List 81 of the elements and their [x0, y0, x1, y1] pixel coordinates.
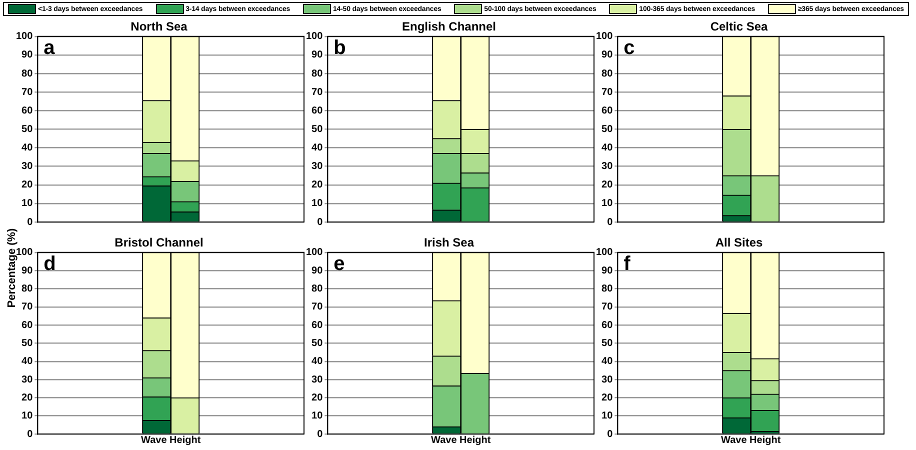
chart-title: Bristol Channel	[114, 236, 204, 250]
y-tick-label: 40	[312, 356, 324, 368]
chart-title: North Sea	[130, 20, 188, 34]
chart-title: All Sites	[715, 236, 763, 250]
y-tick-label: 0	[607, 428, 614, 440]
y-tick-label: 100	[306, 31, 324, 42]
y-tick-label: 90	[602, 50, 614, 61]
y-tick-label: 60	[602, 105, 614, 116]
y-tick-label: 10	[602, 410, 614, 422]
y-axis-title: Percentage (%)	[6, 227, 18, 310]
y-tick-label: 50	[602, 338, 614, 349]
y-tick-label: 10	[312, 198, 324, 210]
y-tick-label: 90	[22, 50, 34, 61]
annotation: d	[44, 252, 56, 275]
y-tick-label: 20	[602, 180, 614, 191]
y-tick-label: 20	[602, 392, 614, 404]
y-tick-label: 90	[312, 265, 324, 276]
x-axis-title: Wave Height	[721, 434, 782, 446]
y-tick-label: 40	[22, 356, 34, 368]
y-tick-label: 50	[602, 124, 614, 135]
y-tick-label: 40	[602, 142, 614, 154]
x-axis-title: Wave Height	[431, 434, 492, 446]
y-tick-label: 10	[22, 410, 34, 422]
annotation: b	[334, 36, 346, 59]
y-tick-label: 80	[312, 68, 324, 80]
annotation: e	[334, 252, 345, 275]
y-tick-label: 50	[22, 338, 34, 349]
annotation: a	[44, 36, 56, 59]
chart-title: English Channel	[402, 20, 496, 34]
y-tick-label: 20	[312, 392, 324, 404]
y-tick-label: 70	[602, 86, 614, 98]
y-tick-label: 60	[22, 105, 34, 116]
y-tick-label: 20	[312, 180, 324, 191]
y-tick-label: 30	[602, 161, 614, 172]
x-axis-title: Wave Height	[141, 434, 202, 446]
y-tick-label: 80	[602, 68, 614, 80]
y-tick-label: 100	[306, 247, 324, 258]
y-tick-label: 80	[22, 283, 34, 294]
y-tick-label: 90	[22, 265, 34, 276]
y-tick-label: 70	[312, 302, 324, 313]
y-tick-label: 0	[27, 428, 34, 440]
y-tick-label: 50	[22, 124, 34, 135]
y-tick-label: 0	[317, 216, 324, 228]
y-tick-label: 10	[22, 198, 34, 210]
y-tick-label: 70	[22, 86, 34, 98]
y-tick-label: 70	[602, 302, 614, 313]
y-tick-label: 0	[607, 216, 614, 228]
y-tick-label: 100	[596, 31, 614, 42]
y-tick-label: 0	[27, 216, 34, 228]
y-tick-label: 30	[22, 161, 34, 172]
y-tick-label: 20	[22, 392, 34, 404]
y-tick-label: 60	[312, 320, 324, 331]
y-tick-label: 10	[312, 410, 324, 422]
y-tick-label: 60	[602, 320, 614, 331]
y-tick-label: 30	[22, 374, 34, 386]
chart-title: Celtic Sea	[710, 20, 768, 34]
y-tick-label: 60	[312, 105, 324, 116]
y-tick-label: 50	[312, 124, 324, 135]
y-tick-label: 20	[22, 180, 34, 191]
y-tick-label: 40	[312, 142, 324, 154]
y-tick-label: 80	[602, 283, 614, 294]
annotation: c	[624, 36, 635, 59]
y-tick-label: 0	[317, 428, 324, 440]
y-tick-label: 100	[596, 247, 614, 258]
y-tick-label: 90	[602, 265, 614, 276]
y-tick-label: 30	[312, 374, 324, 386]
chart-title: Irish Sea	[424, 236, 474, 250]
annotation: f	[624, 252, 631, 275]
y-tick-label: 30	[602, 374, 614, 386]
y-tick-label: 10	[602, 198, 614, 210]
y-tick-label: 50	[312, 338, 324, 349]
y-tick-label: 80	[22, 68, 34, 80]
y-tick-label: 80	[312, 283, 324, 294]
y-tick-label: 40	[602, 356, 614, 368]
y-tick-label: 40	[22, 142, 34, 154]
y-tick-label: 90	[312, 50, 324, 61]
y-tick-label: 60	[22, 320, 34, 331]
y-tick-label: 70	[312, 86, 324, 98]
y-tick-label: 70	[22, 302, 34, 313]
y-tick-label: 100	[16, 31, 34, 42]
y-tick-label: 30	[312, 161, 324, 172]
